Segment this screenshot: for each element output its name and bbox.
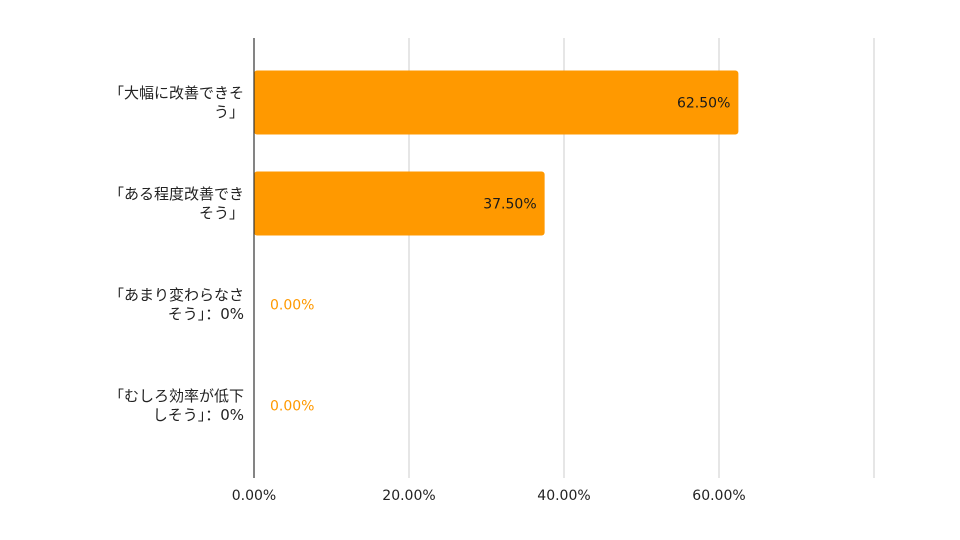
category-label-line: 「あまり変わらなさ: [108, 285, 244, 304]
x-tick-label-3: 60.00%: [692, 488, 745, 504]
bar-1: [254, 70, 739, 135]
data-label-4: 0.00%: [270, 399, 314, 415]
category-label-1: 「大幅に改善できそ う」: [74, 84, 244, 122]
x-axis-ticks: 0.00% 20.00% 40.00% 60.00%: [232, 488, 746, 504]
category-label-2: 「ある程度改善でき そう」: [74, 185, 244, 223]
x-tick-label-0: 0.00%: [232, 488, 276, 504]
bars: 62.50% 37.50% 0.00% 0.00%: [254, 70, 739, 415]
category-label-line: う」: [213, 102, 244, 121]
category-label-4: 「むしろ効率が低下 しそう」：0%: [74, 387, 244, 425]
x-tick-label-1: 20.00%: [382, 488, 435, 504]
category-label-line: しそう」：0%: [152, 405, 244, 424]
category-label-line: 「大幅に改善できそ: [108, 83, 244, 102]
category-label-3: 「あまり変わらなさ そう」：0%: [74, 286, 244, 324]
category-label-line: 「ある程度改善でき: [108, 184, 244, 203]
bar-2: [254, 171, 545, 236]
category-label-line: そう」: [198, 203, 244, 222]
data-label-3: 0.00%: [270, 298, 314, 314]
category-label-line: 「むしろ効率が低下: [108, 386, 244, 405]
data-label-1: 62.50%: [677, 96, 730, 112]
x-tick-label-2: 40.00%: [537, 488, 590, 504]
category-label-line: そう」：0%: [167, 304, 244, 323]
data-label-2: 37.50%: [483, 197, 536, 213]
